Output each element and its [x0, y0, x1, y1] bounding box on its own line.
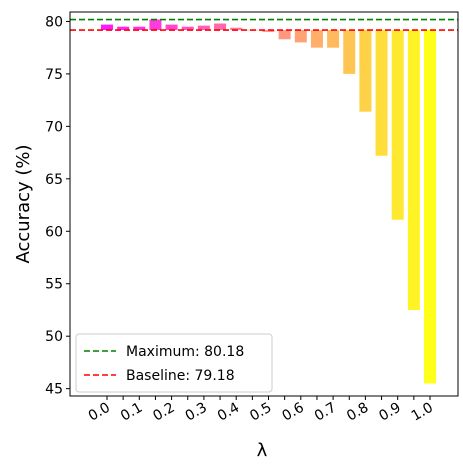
- bar: [278, 30, 291, 40]
- y-tick-label: 65: [45, 172, 63, 188]
- plot-frame: [69, 11, 459, 397]
- bar: [165, 24, 178, 31]
- y-tick-label: 45: [45, 382, 63, 398]
- bar: [310, 30, 323, 48]
- x-tick-label: 0.8: [344, 400, 371, 425]
- y-tick-label: 50: [45, 329, 63, 345]
- bar: [262, 30, 275, 32]
- x-tick-label: 0.5: [247, 400, 274, 425]
- x-tick-label: 0.6: [280, 400, 307, 425]
- y-tick-label: 70: [45, 119, 63, 135]
- bar: [101, 24, 113, 31]
- bar: [214, 23, 227, 31]
- x-tick-label: 0.3: [183, 400, 210, 425]
- x-tick-label: 0.9: [376, 400, 403, 425]
- bar: [375, 30, 388, 156]
- bar: [359, 30, 372, 112]
- bar: [230, 27, 243, 31]
- x-tick-label: 0.1: [118, 400, 145, 425]
- x-tick-label: 1.0: [409, 400, 436, 425]
- legend-label: Baseline: 79.18: [126, 368, 235, 384]
- bar: [181, 26, 194, 31]
- bar: [343, 30, 356, 74]
- bar: [327, 30, 340, 48]
- x-tick-label: 0.0: [86, 400, 113, 425]
- x-tick-label: 0.4: [215, 400, 242, 425]
- bar: [294, 30, 307, 43]
- y-tick-label: 75: [45, 67, 63, 83]
- bar: [407, 30, 420, 310]
- y-tick-label: 80: [45, 14, 63, 30]
- bar: [391, 30, 404, 220]
- x-tick-label: 0.2: [150, 400, 177, 425]
- y-axis-label: Accuracy (%): [13, 144, 34, 263]
- x-tick-label: 0.7: [312, 400, 339, 425]
- bar: [133, 26, 146, 31]
- y-tick-label: 60: [45, 224, 63, 240]
- bar: [117, 26, 130, 31]
- bar: [149, 19, 162, 31]
- bar: [197, 25, 210, 31]
- legend-box: [75, 333, 273, 393]
- x-axis-label: λ: [257, 440, 268, 461]
- legend-label: Maximum: 80.18: [126, 344, 244, 360]
- bar: [424, 30, 436, 384]
- y-tick-label: 55: [45, 277, 63, 293]
